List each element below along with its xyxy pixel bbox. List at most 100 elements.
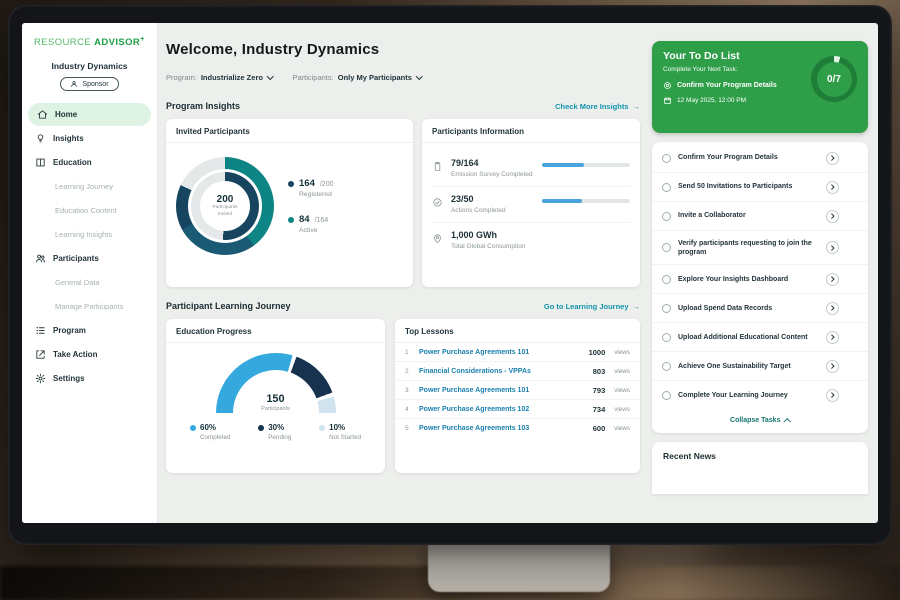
task-row-invite-collaborator[interactable]: Invite a Collaborator xyxy=(652,202,868,231)
task-checkbox[interactable] xyxy=(662,243,671,253)
task-checkbox[interactable] xyxy=(662,153,671,163)
sidebar-item-label: Take Action xyxy=(53,349,98,359)
legend-dot xyxy=(258,424,265,431)
legend-registered: 164 /200 Registered xyxy=(288,178,333,198)
lesson-link[interactable]: Power Purchase Agreements 101 xyxy=(419,387,530,394)
sidebar-item-participants[interactable]: Participants xyxy=(22,246,157,270)
lesson-link[interactable]: Financial Considerations - VPPAs xyxy=(419,368,531,375)
sidebar-item-program[interactable]: Program xyxy=(22,318,157,342)
task-label: Send 50 Invitations to Participants xyxy=(678,183,793,191)
chevron-right-icon[interactable] xyxy=(826,330,839,344)
sidebar-item-settings[interactable]: Settings xyxy=(22,366,157,390)
calendar-icon xyxy=(663,96,672,105)
lesson-link[interactable]: Power Purchase Agreements 103 xyxy=(419,425,530,432)
todo-due-date: 12 May 2025, 12:00 PM xyxy=(663,96,857,105)
chevron-right-icon[interactable] xyxy=(826,359,839,373)
task-label: Upload Additional Educational Content xyxy=(678,333,808,341)
link-label: Check More Insights xyxy=(555,101,629,111)
clipboard-icon xyxy=(432,159,443,171)
app-logo: RESOURCE ADVISOR+ xyxy=(22,23,157,48)
legend-not-started: 10% Not Started xyxy=(319,423,361,441)
collapse-tasks-button[interactable]: Collapse Tasks xyxy=(652,409,868,433)
sidebar-item-education-content[interactable]: Education Content xyxy=(55,205,117,215)
progress-bar xyxy=(542,163,630,167)
chevron-right-icon[interactable] xyxy=(826,209,839,223)
lesson-views: 600 xyxy=(592,424,606,433)
chevron-right-icon[interactable] xyxy=(826,151,839,165)
task-row-achieve-sustainability-target[interactable]: Achieve One Sustainability Target xyxy=(652,352,868,382)
task-label: Complete Your Learning Journey xyxy=(678,391,788,399)
next-task-label: Confirm Your Program Details xyxy=(677,82,777,89)
education-progress-card: Education Progress 150 Participants xyxy=(166,319,385,473)
program-insights-header: Program Insights Check More Insights → xyxy=(166,101,640,111)
lesson-rank: 4 xyxy=(405,406,409,413)
task-row-send-invitations[interactable]: Send 50 Invitations to Participants xyxy=(652,173,868,202)
sidebar-item-insights[interactable]: Insights xyxy=(22,126,157,150)
task-row-upload-educational-content[interactable]: Upload Additional Educational Content xyxy=(652,323,868,353)
gauge-legend: 60% Completed 30% Pending 10% Not Starte… xyxy=(176,413,375,441)
participants-filter-label: Participants: xyxy=(292,73,334,82)
task-row-complete-learning-journey[interactable]: Complete Your Learning Journey xyxy=(652,381,868,409)
sidebar-item-general-data[interactable]: General Data xyxy=(55,277,100,287)
lesson-rank: 2 xyxy=(405,368,409,375)
chevron-right-icon[interactable] xyxy=(826,301,839,315)
task-row-confirm-program[interactable]: Confirm Your Program Details xyxy=(652,144,868,173)
invited-participants-card: Invited Participants 200 Participants In… xyxy=(166,119,413,287)
chevron-right-icon[interactable] xyxy=(826,180,839,194)
legend-dot xyxy=(288,180,294,187)
legend-dot xyxy=(319,424,326,431)
lesson-link[interactable]: Power Purchase Agreements 101 xyxy=(419,349,530,356)
task-checkbox[interactable] xyxy=(662,361,671,371)
task-checkbox[interactable] xyxy=(662,211,671,221)
link-label: Go to Learning Journey xyxy=(543,301,629,311)
participants-information-card: Participants Information 79/164 Emission… xyxy=(422,119,640,287)
task-checkbox[interactable] xyxy=(662,303,671,313)
todo-next-task[interactable]: Confirm Your Program Details xyxy=(663,81,857,90)
chevron-down-icon xyxy=(267,73,274,80)
lesson-views-unit: views xyxy=(614,387,630,394)
task-checkbox[interactable] xyxy=(662,274,671,284)
todo-subtitle: Complete Your Next Task: xyxy=(663,66,738,73)
participants-dropdown[interactable]: Participants: Only My Participants xyxy=(292,73,423,82)
chevron-right-icon[interactable] xyxy=(826,388,839,402)
list-icon xyxy=(35,325,46,336)
recent-news-title: Recent News xyxy=(663,451,716,462)
program-filter-label: Program: xyxy=(166,73,197,82)
location-icon xyxy=(432,231,443,244)
chevron-right-icon[interactable] xyxy=(826,241,839,255)
lesson-views-unit: views xyxy=(614,406,630,413)
sidebar-item-learning-journey[interactable]: Learning Journey xyxy=(55,181,113,191)
sidebar-item-manage-participants[interactable]: Manage Participants xyxy=(55,301,124,311)
stats-list: 79/164 Emission Survey Completed 23/50 A… xyxy=(422,143,640,258)
stat-emission-survey: 79/164 Emission Survey Completed xyxy=(432,151,630,187)
todo-panel: Your To Do List Complete Your Next Task:… xyxy=(652,41,868,495)
legend-label: Not Started xyxy=(329,434,361,441)
legend-label: Pending xyxy=(268,434,292,441)
task-checkbox[interactable] xyxy=(662,390,671,400)
invited-donut-chart: 200 Participants Invited xyxy=(176,157,274,255)
program-dropdown[interactable]: Program: Industrialize Zero xyxy=(166,73,274,82)
app-screen: RESOURCE ADVISOR+ Industry Dynamics Spon… xyxy=(22,23,878,523)
lesson-views-unit: views xyxy=(614,425,630,432)
sidebar-item-learning-insights[interactable]: Learning Insights xyxy=(55,229,113,239)
task-row-upload-spend-data[interactable]: Upload Spend Data Records xyxy=(652,294,868,324)
sidebar-item-take-action[interactable]: Take Action xyxy=(22,342,157,366)
task-checkbox[interactable] xyxy=(662,332,671,342)
lesson-row: 4 Power Purchase Agreements 102 734 view… xyxy=(395,400,640,419)
lesson-link[interactable]: Power Purchase Agreements 102 xyxy=(419,406,530,413)
sidebar-item-education[interactable]: Education xyxy=(22,150,157,174)
chevron-right-icon[interactable] xyxy=(826,272,839,286)
recent-news-card: Recent News xyxy=(652,442,868,495)
sidebar-item-label: Education xyxy=(53,157,92,167)
stat-global-consumption: 1,000 GWh Total Global Consumption xyxy=(432,223,630,258)
task-row-verify-participants[interactable]: Verify participants requesting to join t… xyxy=(652,231,868,266)
sidebar-item-home[interactable]: Home xyxy=(28,103,151,127)
card-title: Invited Participants xyxy=(166,119,413,143)
go-to-learning-journey-link[interactable]: Go to Learning Journey → xyxy=(544,302,640,311)
task-row-explore-insights[interactable]: Explore Your Insights Dashboard xyxy=(652,265,868,295)
task-checkbox[interactable] xyxy=(662,182,671,192)
check-more-insights-link[interactable]: Check More Insights → xyxy=(555,102,640,111)
top-lessons-card: Top Lessons 1 Power Purchase Agreements … xyxy=(395,319,640,473)
lesson-row: 3 Power Purchase Agreements 101 793 view… xyxy=(395,381,640,400)
